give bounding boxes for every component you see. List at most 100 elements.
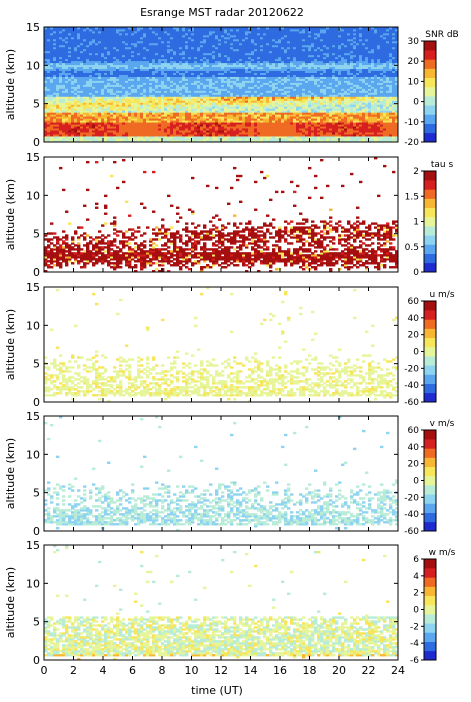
heatmap-cell bbox=[80, 112, 84, 115]
heatmap-cell bbox=[218, 66, 222, 70]
heatmap-cell bbox=[116, 80, 120, 83]
heatmap-cell bbox=[155, 40, 159, 44]
heatmap-cell bbox=[89, 38, 93, 42]
heatmap-cell bbox=[86, 38, 90, 42]
heatmap-cell bbox=[209, 30, 213, 34]
heatmap-cell bbox=[110, 126, 114, 129]
heatmap-cell bbox=[200, 48, 204, 52]
heatmap-cell bbox=[191, 104, 195, 107]
heatmap-cell bbox=[53, 72, 57, 75]
heatmap-cell bbox=[83, 50, 87, 54]
heatmap-cell bbox=[173, 56, 177, 60]
heatmap-cell bbox=[68, 136, 72, 139]
heatmap-cell bbox=[188, 68, 192, 72]
heatmap-cell bbox=[86, 124, 90, 127]
heatmap-cell bbox=[188, 52, 192, 56]
heatmap-cell bbox=[152, 140, 156, 143]
heatmap-cell bbox=[59, 84, 63, 87]
heatmap-cell bbox=[83, 27, 87, 30]
heatmap-cell bbox=[203, 86, 207, 89]
heatmap-cell bbox=[68, 128, 72, 131]
heatmap-cell bbox=[95, 54, 99, 58]
heatmap-cell bbox=[200, 40, 204, 44]
heatmap-cell bbox=[59, 58, 63, 62]
heatmap-cell bbox=[53, 82, 57, 85]
heatmap-cell bbox=[161, 54, 165, 58]
heatmap-cell bbox=[239, 72, 243, 75]
heatmap-cell bbox=[203, 40, 207, 44]
heatmap-cell bbox=[254, 110, 258, 113]
heatmap-cell bbox=[209, 76, 213, 79]
heatmap-cell bbox=[149, 58, 153, 62]
heatmap-cell bbox=[56, 114, 60, 117]
heatmap-cell bbox=[74, 40, 78, 44]
heatmap-cell bbox=[47, 50, 51, 54]
heatmap-cell bbox=[47, 138, 51, 141]
heatmap-cell bbox=[89, 34, 93, 38]
heatmap-cell bbox=[188, 120, 192, 123]
heatmap-cell bbox=[194, 40, 198, 44]
heatmap-cell bbox=[68, 76, 72, 79]
heatmap-cell bbox=[197, 128, 201, 131]
heatmap-cell bbox=[188, 134, 192, 137]
heatmap-cell bbox=[149, 80, 153, 83]
heatmap-cell bbox=[80, 108, 84, 111]
heatmap-cell bbox=[149, 46, 153, 50]
heatmap-cell bbox=[71, 38, 75, 42]
heatmap-cell bbox=[122, 140, 126, 143]
heatmap-cell bbox=[53, 112, 57, 115]
heatmap-cell bbox=[248, 114, 252, 117]
heatmap-cell bbox=[206, 104, 210, 107]
heatmap-cell bbox=[230, 72, 234, 75]
heatmap-cell bbox=[101, 38, 105, 42]
heatmap-cell bbox=[245, 48, 249, 52]
heatmap-cell bbox=[209, 64, 213, 68]
heatmap-cell bbox=[161, 70, 165, 73]
heatmap-cell bbox=[215, 42, 219, 46]
heatmap-cell bbox=[164, 96, 168, 99]
heatmap-cell bbox=[200, 108, 204, 111]
heatmap-cell bbox=[44, 60, 48, 64]
heatmap-cell bbox=[218, 98, 222, 101]
heatmap-cell bbox=[215, 120, 219, 123]
heatmap-cell bbox=[194, 118, 198, 121]
heatmap-cell bbox=[179, 64, 183, 68]
heatmap-cell bbox=[68, 66, 72, 70]
heatmap-cell bbox=[224, 76, 228, 79]
heatmap-cell bbox=[107, 46, 111, 50]
heatmap-cell bbox=[137, 130, 141, 133]
heatmap-cell bbox=[140, 38, 144, 42]
heatmap-cell bbox=[71, 74, 75, 77]
heatmap-cell bbox=[182, 30, 186, 34]
heatmap-cell bbox=[200, 136, 204, 139]
heatmap-cell bbox=[233, 134, 237, 137]
heatmap-cell bbox=[158, 28, 162, 32]
heatmap-cell bbox=[44, 126, 48, 129]
heatmap-cell bbox=[203, 32, 207, 36]
heatmap-cell bbox=[98, 44, 102, 48]
heatmap-cell bbox=[164, 98, 168, 101]
heatmap-cell bbox=[245, 92, 249, 95]
heatmap-cell bbox=[248, 100, 252, 103]
heatmap-cell bbox=[44, 74, 48, 77]
heatmap-cell bbox=[95, 122, 99, 125]
heatmap-cell bbox=[161, 120, 165, 123]
heatmap-cell bbox=[110, 66, 114, 70]
heatmap-cell bbox=[107, 118, 111, 121]
heatmap-cell bbox=[95, 102, 99, 105]
heatmap-cell bbox=[173, 118, 177, 121]
heatmap-cell bbox=[125, 50, 129, 54]
heatmap-cell bbox=[194, 102, 198, 105]
heatmap-cell bbox=[122, 84, 126, 87]
heatmap-cell bbox=[68, 116, 72, 119]
heatmap-cell bbox=[74, 100, 78, 103]
heatmap-cell bbox=[104, 98, 108, 101]
heatmap-cell bbox=[185, 116, 189, 119]
heatmap-cell bbox=[107, 112, 111, 115]
heatmap-cell bbox=[122, 40, 126, 44]
heatmap-cell bbox=[206, 78, 210, 81]
heatmap-cell bbox=[107, 38, 111, 42]
heatmap-cell bbox=[86, 72, 90, 75]
heatmap-cell bbox=[179, 32, 183, 36]
heatmap-cell bbox=[137, 46, 141, 50]
